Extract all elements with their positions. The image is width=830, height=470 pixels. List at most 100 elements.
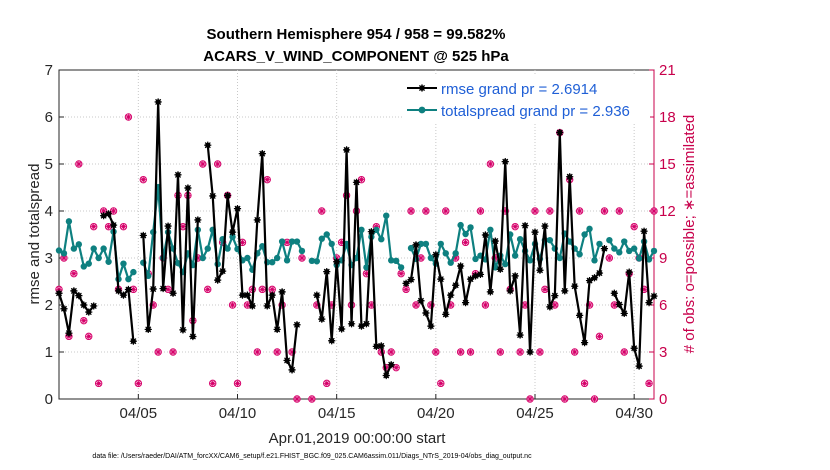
spread-point <box>298 247 306 255</box>
obs-possible-marker <box>288 348 296 356</box>
rmse-point-star <box>367 228 375 236</box>
rmse-point-star <box>551 292 559 300</box>
rmse-point-star <box>630 344 638 352</box>
obs-assimilated-marker <box>81 318 87 324</box>
obs-possible-marker <box>342 191 351 200</box>
spread-point <box>383 212 390 219</box>
obs-possible-marker <box>209 379 217 388</box>
spread-point <box>447 259 454 266</box>
spread-point <box>516 236 524 243</box>
spread-point <box>526 257 534 264</box>
spread-point <box>586 225 593 233</box>
spread-point <box>283 257 291 264</box>
obs-assimilated-marker <box>130 286 136 292</box>
spread-point <box>100 245 107 252</box>
spread-point <box>576 251 583 258</box>
obs-possible-marker <box>437 379 445 388</box>
spread-point <box>556 254 563 262</box>
obs-possible-marker <box>605 254 614 262</box>
obs-assimilated-marker <box>120 224 127 230</box>
legend-box <box>402 74 650 123</box>
rmse-point-star <box>600 245 609 253</box>
obs-assimilated-marker <box>581 380 588 386</box>
spread-point <box>55 247 63 254</box>
rmse-point-star <box>511 272 519 280</box>
spread-point <box>378 236 385 243</box>
obs-assimilated-marker <box>646 380 652 386</box>
obs-assimilated-marker <box>135 380 141 386</box>
obs-assimilated-marker <box>210 380 216 386</box>
rmse-point-star <box>595 269 604 277</box>
spread-point <box>472 255 479 263</box>
rmse-point-star <box>342 146 351 154</box>
obs-assimilated-marker <box>71 271 77 277</box>
spread-point <box>174 259 182 267</box>
obs-possible-marker <box>511 222 519 231</box>
rmse-point-star <box>516 331 524 339</box>
rmse-point-star <box>129 337 137 345</box>
rmse-point-star <box>352 178 361 186</box>
rmse-point-star <box>412 241 420 249</box>
spread-point <box>606 236 613 244</box>
obs-possible-marker <box>213 160 222 168</box>
spread-point <box>626 247 633 255</box>
obs-assimilated-marker <box>96 380 102 386</box>
obs-assimilated-marker <box>358 177 365 183</box>
rmse-point-star <box>189 332 197 341</box>
rmse-point-star <box>615 300 623 309</box>
obs-assimilated-marker <box>61 255 67 261</box>
rmse-point-star <box>258 150 266 158</box>
spread-point <box>145 272 152 280</box>
spread-point <box>323 231 330 238</box>
chart-title-line1: Southern Hemisphere 954 / 958 = 99.582% <box>207 26 506 43</box>
legend-spread-marker <box>418 106 426 114</box>
rmse-point-star <box>248 302 256 310</box>
obs-possible-marker <box>432 348 440 356</box>
spread-point <box>581 231 588 238</box>
obs-assimilated-marker <box>453 255 459 261</box>
y-tick-label: 6 <box>45 109 53 126</box>
rmse-point-star <box>372 342 380 350</box>
obs-assimilated-marker <box>329 302 335 308</box>
legend-rmse-marker <box>418 84 426 92</box>
rmse-point-star <box>635 362 643 370</box>
rmse-point-star <box>387 361 395 369</box>
obs-possible-marker <box>590 395 599 403</box>
obs-assimilated-marker <box>591 396 598 402</box>
obs-possible-marker <box>615 207 623 215</box>
obs-assimilated-marker <box>125 114 132 120</box>
rmse-point-star <box>114 287 123 295</box>
spread-point <box>452 250 459 257</box>
obs-assimilated-marker <box>522 302 528 308</box>
rmse-point-star <box>610 289 618 297</box>
obs-possible-marker <box>85 332 93 341</box>
y2-axis-label: # of obs: o=possible; ∗=assimilated <box>681 115 698 354</box>
rmse-point-star <box>109 221 118 229</box>
obs-possible-marker <box>481 301 490 309</box>
rmse-point-star <box>90 302 98 310</box>
obs-possible-marker <box>204 285 212 294</box>
rmse-point-star <box>263 302 271 310</box>
rmse-point-star <box>546 303 554 311</box>
obs-assimilated-marker <box>254 349 260 355</box>
rmse-point-star <box>452 281 460 289</box>
rmse-point-star <box>461 299 470 307</box>
x-tick-label: 04/05 <box>120 405 158 422</box>
rmse-point-star <box>471 272 480 280</box>
obs-assimilated-marker <box>91 224 97 230</box>
obs-assimilated-marker <box>200 161 206 167</box>
spread-point <box>397 264 405 271</box>
obs-possible-marker <box>650 207 658 215</box>
obs-assimilated-marker <box>264 177 270 183</box>
rmse-point-star <box>541 222 549 230</box>
rmse-point-star <box>104 210 113 218</box>
spread-point <box>650 247 658 255</box>
spread-point <box>273 254 281 262</box>
obs-possible-marker <box>496 348 504 356</box>
obs-assimilated-marker <box>443 208 449 214</box>
obs-assimilated-marker <box>274 349 280 355</box>
obs-assimilated-marker <box>165 286 171 292</box>
rmse-point-star <box>501 158 509 166</box>
spread-point <box>442 250 449 257</box>
legend-rmse-label: rmse grand pr = 2.6914 <box>441 81 597 98</box>
